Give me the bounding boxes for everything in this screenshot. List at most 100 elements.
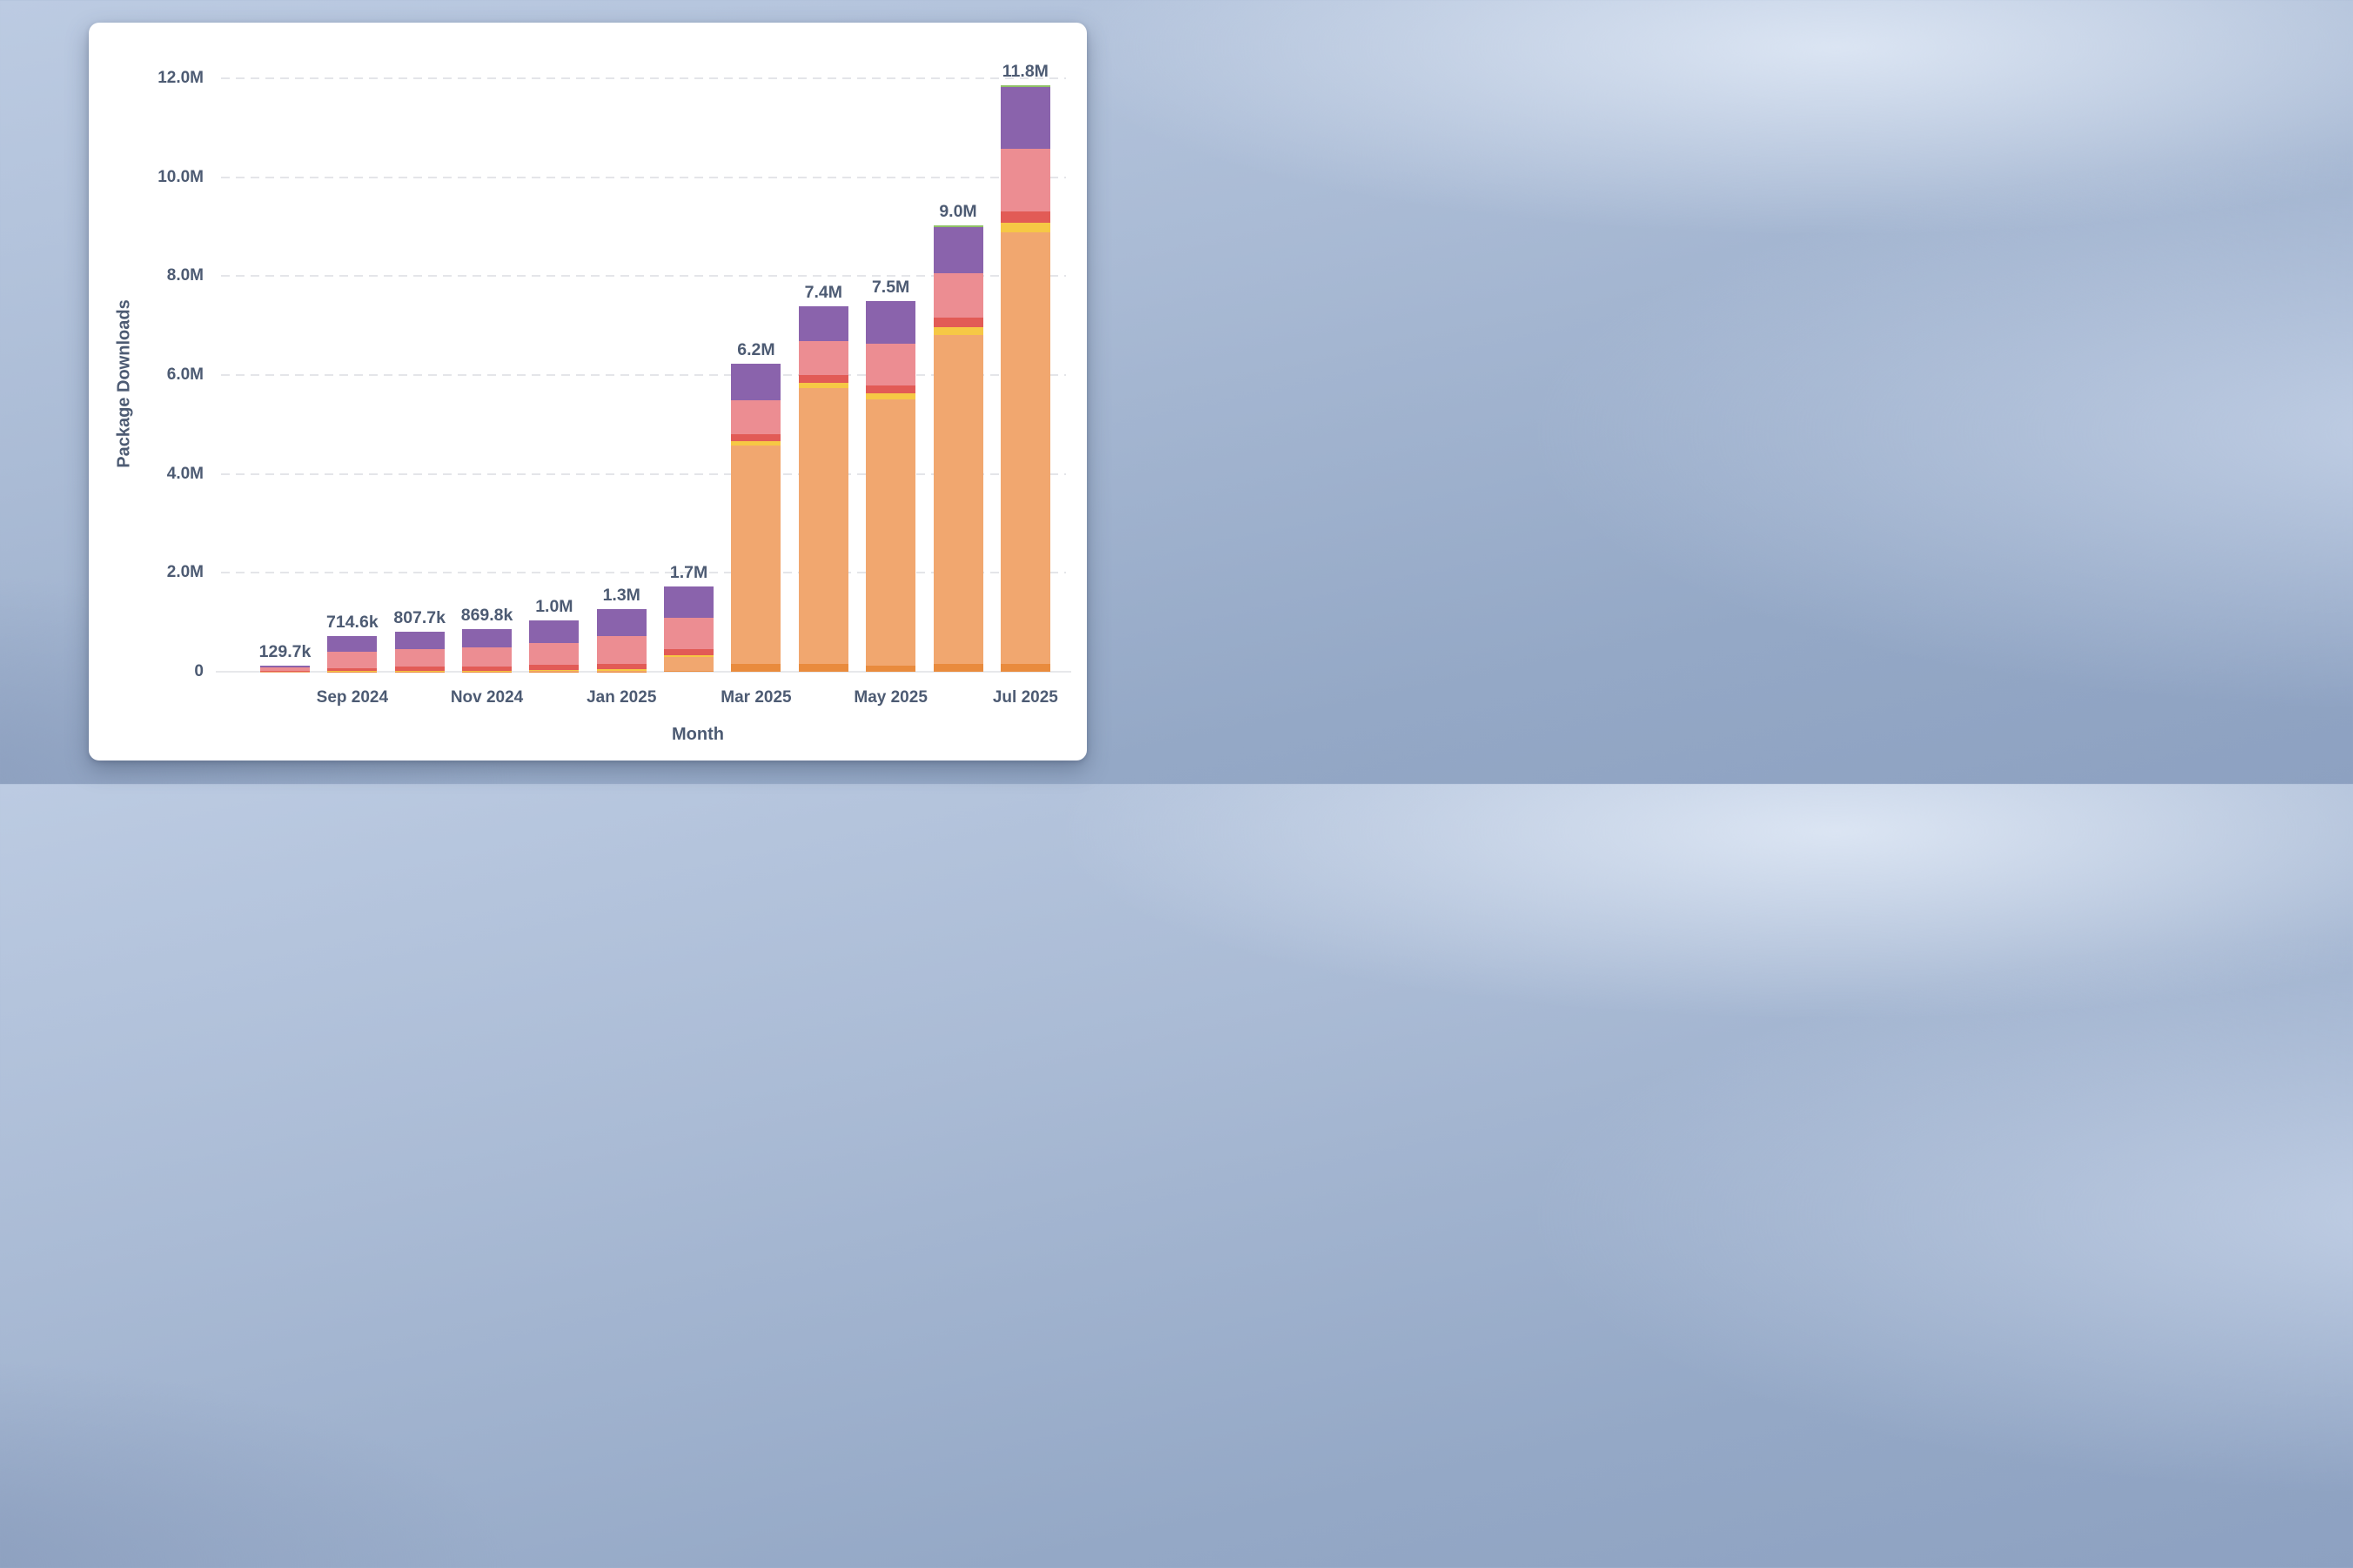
dark-orange-segment-oct-2024[interactable] [394,671,445,673]
gridline-10.0M [221,176,1066,178]
dark-orange-segment-apr-2025[interactable] [798,664,848,672]
purple-segment-jul-2025[interactable] [1000,87,1050,150]
yellow-segment-feb-2025[interactable] [664,655,714,658]
pink-segment-apr-2025[interactable] [798,341,848,376]
red-segment-feb-2025[interactable] [664,649,714,656]
green-segment-jul-2025[interactable] [1000,84,1050,88]
light-orange-segment-feb-2025[interactable] [664,657,714,672]
red-segment-jun-2025[interactable] [933,318,983,327]
x-tick-label-jan-2025: Jan 2025 [587,688,657,707]
light-orange-segment-may-2025[interactable] [866,399,916,667]
pink-segment-mar-2025[interactable] [731,399,781,434]
pink-segment-oct-2024[interactable] [394,649,445,667]
purple-segment-aug-2024[interactable] [260,665,310,668]
gridline-8.0M [221,275,1066,278]
x-tick-label-mar-2025: Mar 2025 [721,688,792,707]
pink-segment-nov-2024[interactable] [462,647,513,667]
yellow-segment-jun-2025[interactable] [933,326,983,335]
y-tick-label-4.0M: 4.0M [166,464,204,483]
purple-segment-jun-2025[interactable] [933,226,983,273]
yellow-segment-oct-2024[interactable] [394,670,445,672]
green-segment-jun-2025[interactable] [933,224,983,227]
yellow-segment-aug-2024[interactable] [260,671,310,672]
purple-segment-oct-2024[interactable] [394,632,445,650]
y-tick-label-8.0M: 8.0M [166,266,204,285]
red-segment-apr-2025[interactable] [798,375,848,384]
y-tick-label-10.0M: 10.0M [158,167,204,186]
yellow-segment-nov-2024[interactable] [462,670,513,672]
light-orange-segment-jan-2025[interactable] [596,670,647,672]
purple-segment-jan-2025[interactable] [596,609,647,637]
yellow-segment-may-2025[interactable] [866,392,916,399]
red-segment-sep-2024[interactable] [327,667,378,671]
red-segment-may-2025[interactable] [866,385,916,393]
dark-orange-segment-jul-2025[interactable] [1000,663,1050,672]
desktop-background: { "chart_data": { "type": "bar", "stacke… [0,0,1176,784]
red-segment-jan-2025[interactable] [596,663,647,670]
x-axis-title: Month [672,725,724,744]
light-orange-segment-dec-2024[interactable] [529,671,580,672]
purple-segment-feb-2025[interactable] [664,586,714,619]
chart-card: Package Downloads 0 2.0M 4.0M 6.0M 8.0M 10.0M… [89,23,1087,761]
gridline-4.0M [221,472,1066,475]
red-segment-nov-2024[interactable] [462,666,513,671]
dark-orange-segment-nov-2024[interactable] [462,671,513,673]
purple-segment-may-2025[interactable] [866,301,916,344]
yellow-segment-jul-2025[interactable] [1000,222,1050,233]
pink-segment-jan-2025[interactable] [596,636,647,664]
gridline-12.0M [221,77,1066,79]
x-tick-label-sep-2024: Sep 2024 [316,688,389,707]
pink-segment-jul-2025[interactable] [1000,149,1050,211]
dark-orange-segment-dec-2024[interactable] [529,671,580,673]
x-tick-label-nov-2024: Nov 2024 [450,688,524,707]
light-orange-segment-sep-2024[interactable] [327,671,378,672]
red-segment-mar-2025[interactable] [731,433,781,441]
red-segment-oct-2024[interactable] [394,667,445,671]
light-orange-segment-oct-2024[interactable] [394,671,445,672]
yellow-segment-sep-2024[interactable] [327,670,378,672]
bar-total-label-apr-2025: 7.4M [804,282,842,302]
light-orange-segment-apr-2025[interactable] [798,388,848,665]
plot-area: 0 2.0M 4.0M 6.0M 8.0M 10.0M 12.0M 129.7k 714.6k 8… [158,62,1071,707]
dark-orange-segment-mar-2025[interactable] [731,664,781,672]
dark-orange-segment-may-2025[interactable] [866,666,916,672]
bar-total-label-oct-2024: 807.7k [393,608,446,628]
dark-orange-segment-jan-2025[interactable] [596,671,647,673]
purple-segment-sep-2024[interactable] [327,636,378,653]
pink-segment-sep-2024[interactable] [327,652,378,668]
yellow-segment-apr-2025[interactable] [798,383,848,389]
gridline-2.0M [221,572,1066,574]
red-segment-dec-2024[interactable] [529,665,580,671]
yellow-segment-jan-2025[interactable] [596,669,647,671]
gridline-6.0M [221,374,1066,376]
light-orange-segment-jul-2025[interactable] [1000,232,1050,664]
pink-segment-aug-2024[interactable] [260,667,310,671]
purple-segment-nov-2024[interactable] [462,628,513,648]
yellow-segment-dec-2024[interactable] [529,670,580,672]
pink-segment-may-2025[interactable] [866,343,916,385]
dark-orange-segment-sep-2024[interactable] [327,671,378,673]
pink-segment-feb-2025[interactable] [664,618,714,650]
red-segment-jul-2025[interactable] [1000,211,1050,223]
pink-segment-dec-2024[interactable] [529,643,580,666]
light-orange-segment-mar-2025[interactable] [731,446,781,665]
purple-segment-apr-2025[interactable] [798,305,848,342]
y-tick-label-2.0M: 2.0M [166,563,204,582]
purple-segment-dec-2024[interactable] [529,620,580,644]
bar-total-label-jun-2025: 9.0M [939,201,977,221]
x-tick-label-jul-2025: Jul 2025 [992,688,1058,707]
dark-orange-segment-jun-2025[interactable] [933,664,983,672]
light-orange-segment-nov-2024[interactable] [462,671,513,672]
yellow-segment-mar-2025[interactable] [731,440,781,446]
light-orange-segment-jun-2025[interactable] [933,334,983,665]
pink-segment-jun-2025[interactable] [933,272,983,318]
bar-total-label-aug-2024: 129.7k [258,641,312,661]
bar-total-label-feb-2025: 1.7M [669,562,708,582]
dark-orange-segment-feb-2025[interactable] [664,671,714,672]
purple-segment-mar-2025[interactable] [731,364,781,400]
x-tick-label-may-2025: May 2025 [854,688,928,707]
bar-total-label-mar-2025: 6.2M [737,340,775,360]
y-tick-label-0: 0 [194,662,204,680]
bar-total-label-dec-2024: 1.0M [535,597,573,617]
red-segment-aug-2024[interactable] [260,670,310,672]
